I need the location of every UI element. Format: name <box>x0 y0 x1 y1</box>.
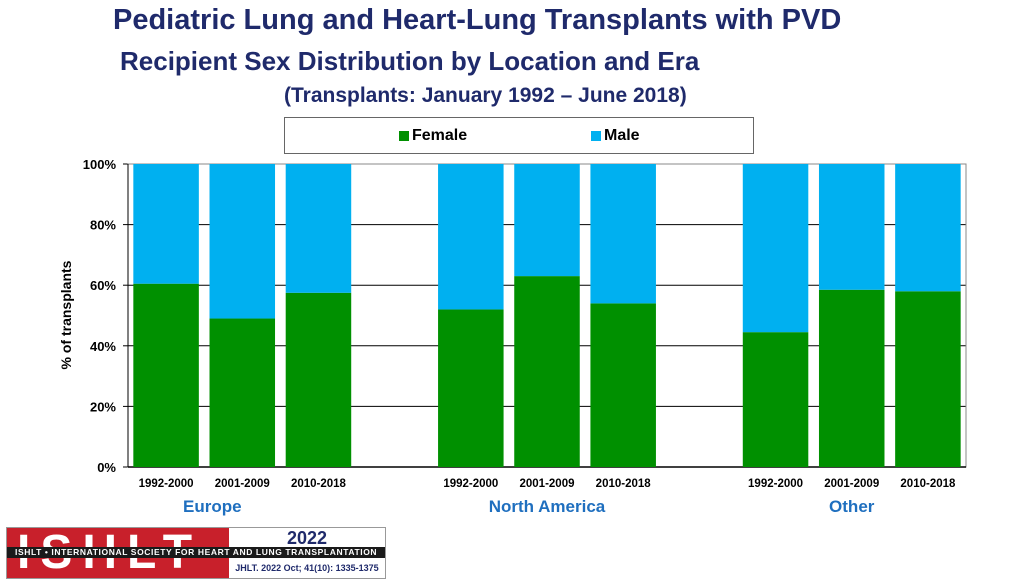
y-tick-label: 40% <box>90 339 116 354</box>
y-tick-label: 0% <box>97 460 116 475</box>
bar-female <box>818 289 885 467</box>
bar-male <box>209 164 276 319</box>
legend-item-female: Female <box>399 127 467 145</box>
group-label: Europe <box>183 497 242 516</box>
chart-subtitle: Recipient Sex Distribution by Location a… <box>120 46 700 76</box>
legend-item-male: Male <box>591 127 640 145</box>
x-tick-label: 2010-2018 <box>596 478 652 490</box>
legend-swatch-female <box>399 131 409 141</box>
x-tick-label: 2010-2018 <box>291 478 347 490</box>
citation: JHLT. 2022 Oct; 41(10): 1335-1375 <box>235 563 379 573</box>
x-tick-label: 2001-2009 <box>520 478 575 490</box>
y-tick-label: 80% <box>90 218 116 233</box>
x-tick-label: 2001-2009 <box>824 478 879 490</box>
y-tick-label: 100% <box>83 157 117 172</box>
logo-society-name: ISHLT • INTERNATIONAL SOCIETY FOR HEART … <box>7 547 385 558</box>
x-tick-label: 1992-2000 <box>748 478 803 490</box>
x-tick-label: 2010-2018 <box>900 478 956 490</box>
bar-male <box>133 164 199 284</box>
bar-male <box>818 164 885 290</box>
bar-female <box>285 292 352 467</box>
report-year: 2022 <box>286 528 328 548</box>
bar-male <box>895 164 961 292</box>
bar-female <box>438 309 504 467</box>
legend-label-female: Female <box>412 127 468 144</box>
bar-male <box>742 164 809 333</box>
legend-label-male: Male <box>604 127 640 144</box>
bar-male <box>514 164 580 277</box>
bar-female <box>209 318 276 467</box>
bar-female <box>895 291 961 467</box>
group-label: Other <box>829 497 875 516</box>
x-tick-label: 2001-2009 <box>215 478 270 490</box>
bar-female <box>742 332 809 467</box>
bar-female <box>590 303 656 467</box>
x-tick-label: 1992-2000 <box>139 478 194 490</box>
date-range: (Transplants: January 1992 – June 2018) <box>284 84 687 107</box>
bar-male <box>590 164 656 304</box>
legend: Female Male <box>284 117 754 154</box>
chart-title: Pediatric Lung and Heart-Lung Transplant… <box>113 4 842 36</box>
bar-male <box>438 164 504 310</box>
group-label: North America <box>489 497 606 516</box>
x-tick-label: 1992-2000 <box>443 478 498 490</box>
bar-male <box>285 164 352 293</box>
y-tick-label: 20% <box>90 399 116 414</box>
bar-female <box>514 276 580 467</box>
ishlt-logo: ISHLT ISHLT • INTERNATIONAL SOCIETY FOR … <box>6 527 386 579</box>
y-tick-label: 60% <box>90 278 116 293</box>
bar-female <box>133 283 199 467</box>
legend-swatch-male <box>591 131 601 141</box>
